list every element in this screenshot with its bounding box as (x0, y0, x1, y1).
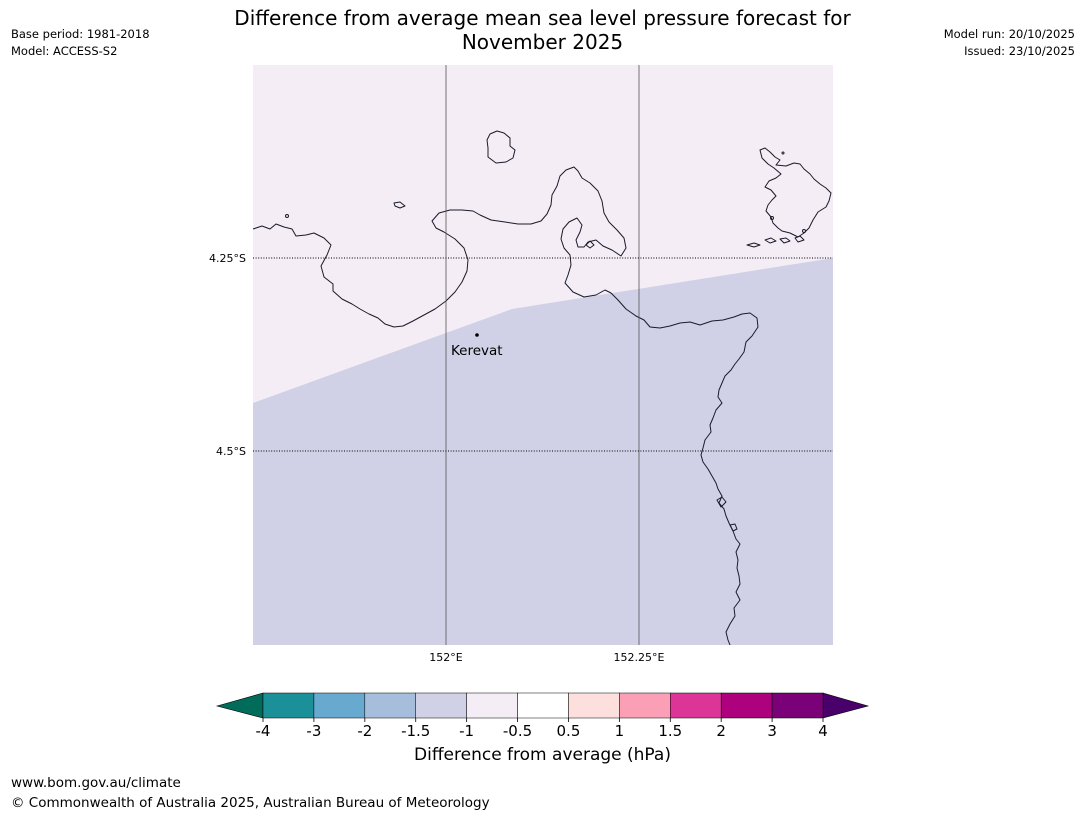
colorbar-segment (415, 692, 467, 719)
colorbar-segment (466, 692, 518, 719)
place-label: Kerevat (451, 343, 503, 359)
footer-copyright: © Commonwealth of Australia 2025, Austra… (11, 795, 490, 811)
coastline-islet-12 (802, 229, 806, 233)
colorbar-segment (670, 692, 722, 719)
coastline-islet-10 (770, 216, 774, 220)
lat-label-4-25s: 4.25°S (209, 252, 246, 265)
colorbar-segment (771, 692, 824, 719)
map-region-lower (253, 258, 833, 645)
footer-url[interactable]: www.bom.gov.au/climate (11, 775, 181, 791)
colorbar-tick-label: -1.5 (401, 722, 430, 740)
coastline-islet-1 (393, 201, 406, 209)
base-period: Base period: 1981-2018 (11, 27, 150, 41)
colorbar-segment (364, 692, 416, 719)
coastline-islet-5 (779, 237, 791, 244)
colorbar-tick-label: -0.5 (503, 722, 532, 740)
coastline-islet-8 (729, 523, 738, 532)
meta-left: Base period: 1981-2018 Model: ACCESS-S2 (11, 26, 150, 60)
coastline-islet-6 (794, 235, 805, 243)
coastline-islet-7 (716, 496, 727, 508)
colorbar-tick-label: 2 (716, 722, 726, 740)
lon-label-152e: 152°E (429, 651, 462, 664)
lat-label-4-5s: 4.5°S (216, 445, 246, 458)
coastline-islet-4 (764, 237, 777, 244)
title-line-1: Difference from average mean sea level p… (234, 6, 851, 30)
coastline-islet-2 (585, 240, 595, 249)
model-run: Model run: 20/10/2025 (943, 27, 1075, 41)
colorbar-segment (568, 692, 620, 719)
colorbar-segment (619, 692, 671, 719)
place-marker-dot (475, 333, 479, 337)
colorbar-tick-label: -3 (306, 722, 321, 740)
colorbar-under-arrow (215, 692, 264, 719)
coastline-islet-9 (285, 214, 289, 218)
colorbar-segment (720, 692, 773, 719)
colorbar-tick-label: 1 (615, 722, 625, 740)
meta-right: Model run: 20/10/2025 Issued: 23/10/2025 (944, 26, 1075, 60)
colorbar-segment (262, 692, 315, 719)
colorbar-tick-label: -4 (256, 722, 271, 740)
model-name: Model: ACCESS-S2 (11, 44, 118, 58)
coastlines (252, 130, 832, 646)
colorbar-label: Difference from average (hPa) (414, 745, 671, 765)
colorbar-tick-label: 1.5 (658, 722, 682, 740)
chart-title: Difference from average mean sea level p… (150, 6, 935, 54)
coastline-duke-of-york-island (486, 130, 516, 164)
colorbar-tick-label: -1 (459, 722, 474, 740)
colorbar-tick-label: 0.5 (557, 722, 581, 740)
colorbar-tick-label: -2 (357, 722, 372, 740)
map-panel: Kerevat 4.25°S 4.5°S 152°E 152.25°E (209, 65, 833, 664)
title-line-2: November 2025 (461, 30, 624, 54)
coastline-islet-3 (746, 242, 761, 248)
colorbar-over-arrow (822, 692, 870, 719)
coastline-gazelle-peninsula (252, 166, 759, 646)
coastline-new-ireland (759, 147, 832, 238)
colorbar-tick-label: 3 (767, 722, 777, 740)
colorbar: -4 -3 -2 -1.5 -1 -0.5 0.5 1 1.5 2 3 4 (215, 692, 870, 740)
colorbar-segment (313, 692, 366, 719)
colorbar-segment (517, 692, 569, 719)
coastline-islet-11 (781, 151, 785, 155)
lon-label-152-25e: 152.25°E (614, 651, 665, 664)
colorbar-tick-label: 4 (818, 722, 828, 740)
issued-date: Issued: 23/10/2025 (964, 44, 1075, 58)
